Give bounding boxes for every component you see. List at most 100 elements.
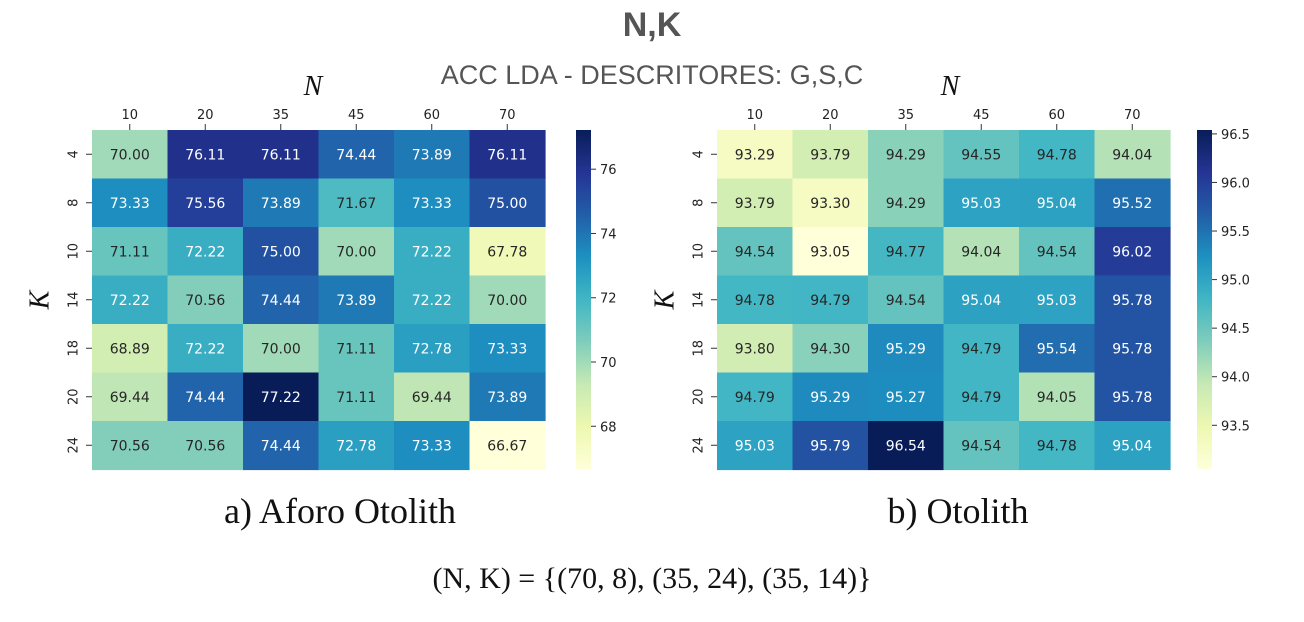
cell-value-label: 94.77 [886,244,926,260]
cell-value-label: 72.78 [336,438,376,454]
heatmap-cell [167,372,244,422]
cell-value-label: 95.54 [1037,341,1077,357]
heatmap-cell [1094,324,1171,374]
heatmap-cell [167,178,244,228]
cell-value-label: 95.03 [961,196,1001,212]
y-tick-label: 10 [692,243,707,260]
heatmap-cell [243,372,320,422]
cell-value-label: 95.78 [1112,390,1152,406]
cell-value-label: 73.33 [412,196,452,212]
heatmap-cell [318,275,395,325]
cell-value-label: 95.04 [1112,438,1152,454]
cell-value-label: 74.44 [261,293,301,309]
heatmap-cell [1019,372,1096,422]
cell-value-label: 73.89 [336,293,376,309]
cell-value-label: 72.78 [412,341,452,357]
cell-value-label: 71.11 [110,244,150,260]
cell-value-label: 95.04 [961,293,1001,309]
y-tick-label: 14 [692,291,707,308]
colorbar-tick-label: 95.5 [1221,225,1250,240]
cell-value-label: 94.29 [886,196,926,212]
y-tick-label: 24 [692,437,707,454]
colorbar-tick-label: 95.0 [1221,274,1250,289]
cell-value-label: 94.04 [961,244,1001,260]
colorbar-tick-label: 96.0 [1221,176,1250,191]
heatmap-cell [868,324,945,374]
colorbar [576,130,591,469]
heatmap-cell [1094,421,1171,471]
heatmap-cell [792,275,869,325]
cell-value-label: 93.30 [810,196,850,212]
cell-value-label: 94.54 [1037,244,1077,260]
cell-value-label: 72.22 [110,293,150,309]
heatmap-cell [469,275,546,325]
cell-value-label: 94.54 [735,244,775,260]
cell-value-label: 95.04 [1037,196,1077,212]
heatmap-cell [792,421,869,471]
heatmap-cell [92,421,169,471]
cell-value-label: 66.67 [487,438,527,454]
cell-value-label: 67.78 [487,244,527,260]
cell-value-label: 95.03 [735,438,775,454]
cell-value-label: 94.54 [886,293,926,309]
heatmap-cell [1019,178,1096,228]
heatmap-cell [717,178,794,228]
heatmap-cell [92,372,169,422]
heatmap-cell [243,275,320,325]
figure-title: N,K [622,6,682,44]
heatmap-cell [943,421,1020,471]
x-tick-label: 35 [897,108,914,123]
cell-value-label: 96.02 [1112,244,1152,260]
heatmap-cell [943,178,1020,228]
heatmap-cell [318,421,395,471]
cell-value-label: 94.04 [1112,147,1152,163]
caption-aforo-otolith: a) Aforo Otolith [224,491,456,531]
cell-value-label: 94.79 [961,341,1001,357]
heatmap-cell [469,421,546,471]
cell-value-label: 70.56 [110,438,150,454]
heatmap-cell [92,227,169,277]
heatmap-cell [469,130,546,180]
heatmap-cell [92,178,169,228]
heatmap-cell [167,275,244,325]
y-tick-label: 20 [692,388,707,405]
y-axis-label: K [24,289,55,310]
x-tick-label: 35 [272,108,289,123]
heatmap-cell [717,372,794,422]
x-tick-label: 45 [973,108,990,123]
colorbar-tick-label: 94.5 [1221,322,1250,337]
heatmap-cell [318,178,395,228]
y-tick-label: 20 [67,388,82,405]
cell-value-label: 94.54 [961,438,1001,454]
heatmap-cell [717,275,794,325]
colorbar-tick-label: 93.5 [1221,419,1250,434]
cell-value-label: 69.44 [110,390,150,406]
heatmap-cell [868,178,945,228]
cell-value-label: 74.44 [261,438,301,454]
caption-otolith: b) Otolith [887,491,1029,531]
heatmap-cell [943,130,1020,180]
heatmap-cell [92,324,169,374]
cell-value-label: 76.11 [487,147,527,163]
heatmap-cell [792,372,869,422]
y-tick-label: 14 [67,291,82,308]
colorbar-tick-label: 76 [600,163,617,178]
cell-value-label: 94.78 [1037,438,1077,454]
cell-value-label: 75.00 [487,196,527,212]
x-tick-label: 70 [1124,108,1141,123]
cell-value-label: 94.78 [1037,147,1077,163]
cell-value-label: 75.00 [261,244,301,260]
heatmap-cell [469,178,546,228]
y-tick-label: 18 [692,340,707,357]
y-tick-label: 4 [67,150,82,158]
cell-value-label: 73.33 [487,341,527,357]
cell-value-label: 93.80 [735,341,775,357]
heatmap-cell [92,275,169,325]
heatmap-cell [792,130,869,180]
x-tick-label: 10 [746,108,763,123]
cell-value-label: 73.33 [110,196,150,212]
cell-value-label: 95.29 [886,341,926,357]
cell-value-label: 69.44 [412,390,452,406]
cell-value-label: 71.11 [336,341,376,357]
